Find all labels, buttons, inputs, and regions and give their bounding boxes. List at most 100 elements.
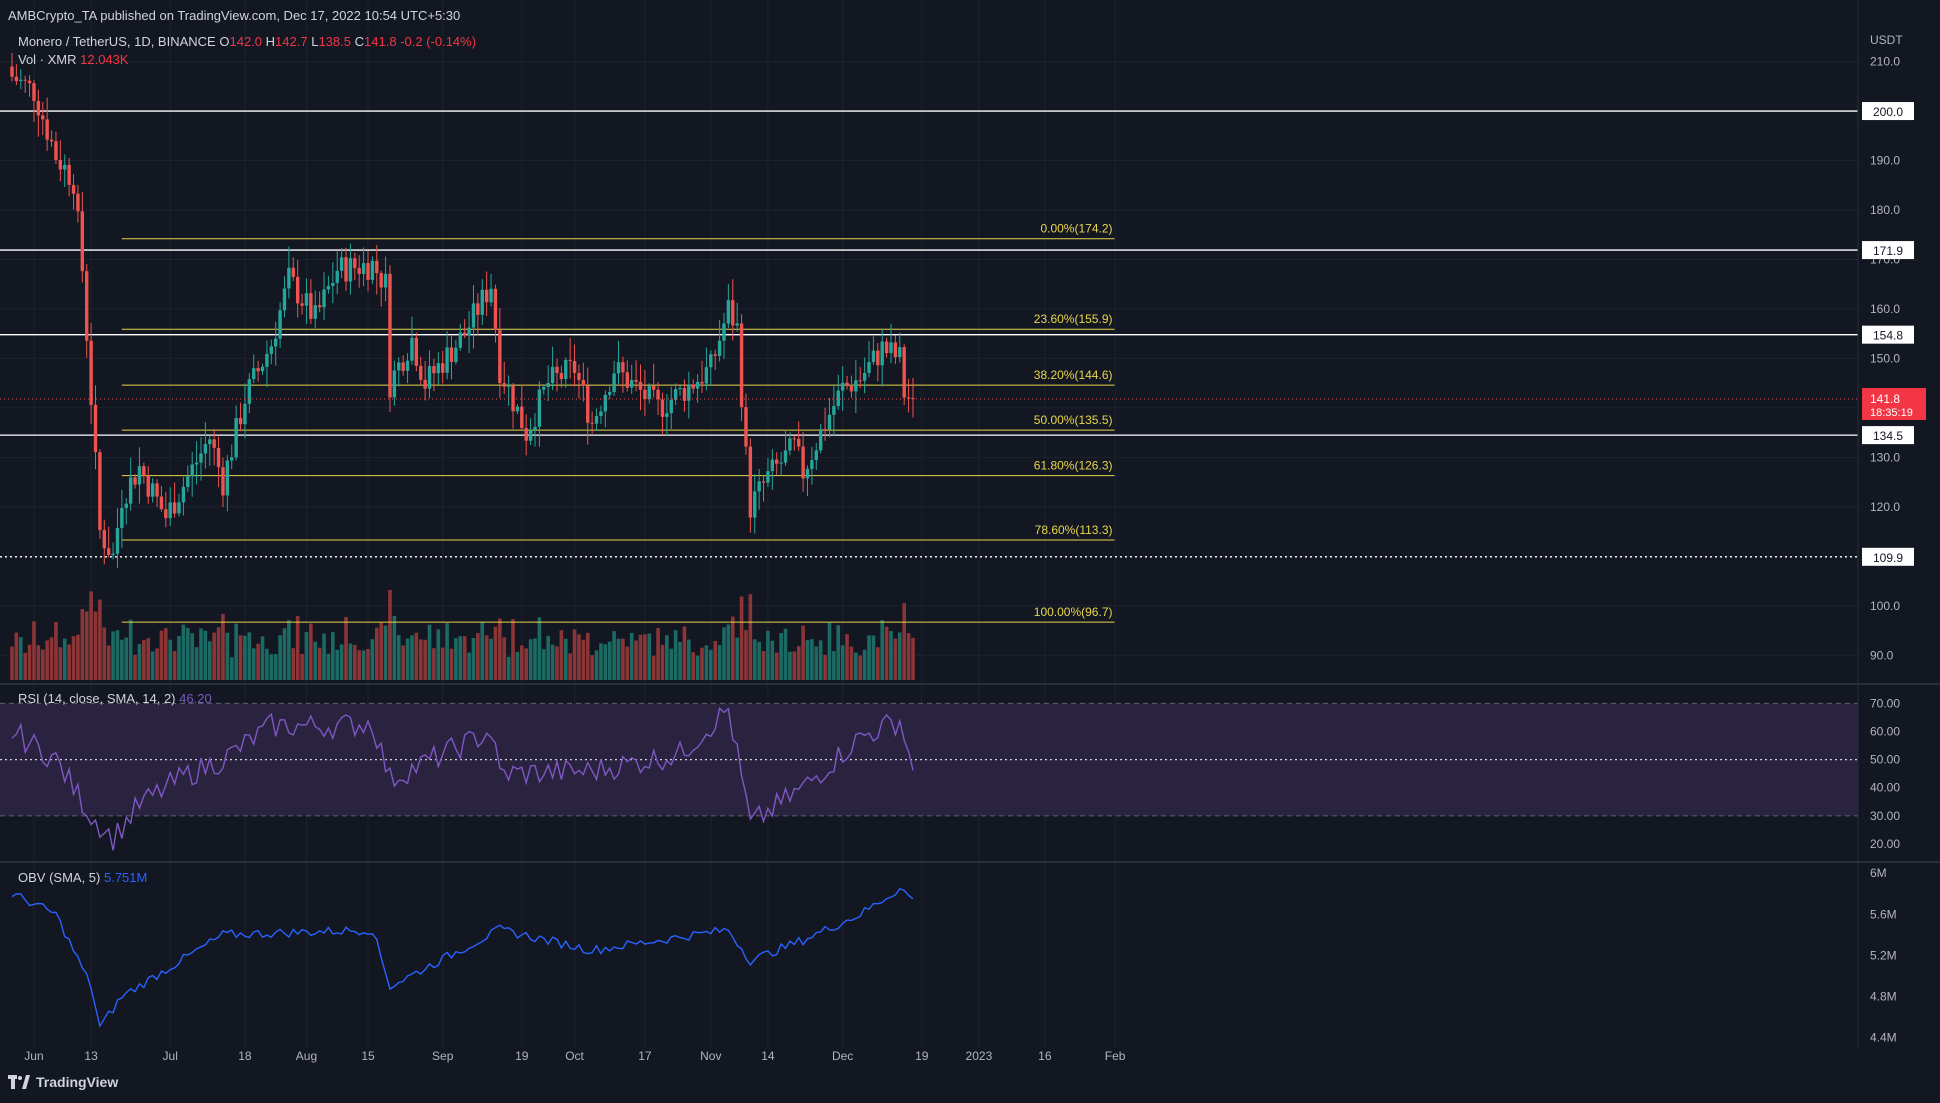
pane-separators[interactable] xyxy=(0,0,1940,1048)
time-tick-label: 19 xyxy=(915,1049,929,1063)
candle-body xyxy=(766,471,770,483)
level-price-text: 154.8 xyxy=(1873,329,1903,343)
volume-bar xyxy=(783,628,788,680)
volume-bar xyxy=(823,654,827,680)
fib-retracement[interactable]: 0.00%(174.2) 23.60%(155.9) 38.20%(144.6) 50… xyxy=(121,222,1115,623)
candle-body xyxy=(317,305,322,308)
candle-body xyxy=(502,383,506,387)
price-tick-label: 120.0 xyxy=(1870,500,1900,514)
rsi-tick-label: 40.00 xyxy=(1870,781,1900,795)
volume-bar xyxy=(805,639,810,680)
volume-bar xyxy=(625,646,630,680)
symbol-title[interactable]: Monero / TetherUS, 1D, BINANCE xyxy=(18,34,216,49)
close-value: 141.8 xyxy=(364,34,397,49)
volume-bar xyxy=(520,645,524,680)
time-tick-label: 18 xyxy=(238,1049,252,1063)
volume-bar xyxy=(207,641,212,680)
volume-bar xyxy=(880,620,885,680)
tradingview-logo[interactable]: TradingView xyxy=(8,1074,118,1090)
volume-bar xyxy=(120,639,124,680)
candle-body xyxy=(880,341,884,366)
volume-bar xyxy=(102,627,107,680)
volume-bar xyxy=(62,638,67,680)
candle-body xyxy=(867,362,871,373)
time-tick-label: 13 xyxy=(84,1049,98,1063)
candle-body xyxy=(805,468,810,479)
volume-legend[interactable]: Vol · XMR 12.043K xyxy=(18,52,129,67)
quote-currency-label: USDT xyxy=(1870,33,1903,47)
volume-bar xyxy=(752,639,757,680)
volume-bar xyxy=(634,640,638,680)
candle-body xyxy=(770,459,775,472)
volume-bar xyxy=(436,629,441,680)
candle-body xyxy=(208,439,212,445)
volume-bar xyxy=(181,624,186,680)
volume-bar xyxy=(137,644,142,680)
candle-body xyxy=(603,394,608,412)
candle-body xyxy=(230,457,234,461)
volume-bar xyxy=(89,591,93,680)
volume-bar xyxy=(212,632,216,680)
volume-bar xyxy=(489,638,493,680)
volume-bar xyxy=(506,656,511,680)
candle-body xyxy=(287,267,291,289)
candle-body xyxy=(871,350,876,363)
time-axis[interactable]: Jun 13 Jul 18 Aug 15 Sep 19 Oct 17 Nov 14 Dec 19 2023 1… xyxy=(24,1049,1126,1063)
obv-line xyxy=(11,887,914,1028)
obv-tick-label: 6M xyxy=(1870,866,1887,880)
candle-body xyxy=(401,362,405,371)
candle-body xyxy=(32,83,36,101)
candle-body xyxy=(269,346,274,354)
candle-body xyxy=(146,475,150,497)
candle-body xyxy=(98,452,102,530)
candle-body xyxy=(344,257,348,282)
candle-body xyxy=(608,391,612,395)
candle-body xyxy=(199,453,203,463)
time-tick-label: Jun xyxy=(24,1049,43,1063)
volume-bar xyxy=(638,634,643,680)
volume-bar xyxy=(871,635,876,680)
price-tick-label: 100.0 xyxy=(1870,599,1900,613)
fib-level-label: 61.80%(126.3) xyxy=(1034,459,1113,473)
candle-body xyxy=(731,300,735,326)
volume-bar xyxy=(568,653,572,680)
volume-bar xyxy=(353,644,357,680)
volume-bar xyxy=(550,644,555,680)
rsi-legend[interactable]: RSI (14, close, SMA, 14, 2) 46.20 xyxy=(18,691,212,706)
volume-bar xyxy=(603,644,608,680)
rsi-tick-label: 50.00 xyxy=(1870,753,1900,767)
candle-body xyxy=(616,362,621,374)
candle-body xyxy=(801,446,805,479)
candle-body xyxy=(757,481,761,492)
candle-body xyxy=(120,508,124,528)
volume-bar xyxy=(766,630,770,680)
volume-bar xyxy=(779,632,783,680)
candle-body xyxy=(243,403,247,425)
obv-legend[interactable]: OBV (SMA, 5) 5.751M xyxy=(18,870,147,885)
time-tick-label: 15 xyxy=(361,1049,375,1063)
candle-body xyxy=(700,381,704,384)
candle-body xyxy=(533,426,537,431)
volume-bar xyxy=(80,608,85,680)
volume-bar xyxy=(265,648,269,680)
volume-bar xyxy=(164,628,168,680)
volume-bar xyxy=(432,648,436,680)
candle-body xyxy=(128,477,133,504)
volume-bar xyxy=(401,645,405,680)
symbol-legend[interactable]: Monero / TetherUS, 1D, BINANCE O142.0 H1… xyxy=(18,34,476,49)
candle-body xyxy=(638,381,643,390)
candle-body xyxy=(190,464,194,477)
candle-body xyxy=(282,288,287,311)
volume-bar xyxy=(854,652,858,680)
candle-body xyxy=(902,347,906,398)
obv-series xyxy=(11,887,914,1028)
volume-bar xyxy=(836,625,841,680)
volume-bar xyxy=(493,626,498,680)
candle-body xyxy=(761,481,766,483)
candle-body xyxy=(818,429,823,451)
time-tick-label: Aug xyxy=(296,1049,317,1063)
volume-bar xyxy=(146,638,151,680)
volume-bar xyxy=(383,625,388,680)
candle-body xyxy=(634,380,638,382)
